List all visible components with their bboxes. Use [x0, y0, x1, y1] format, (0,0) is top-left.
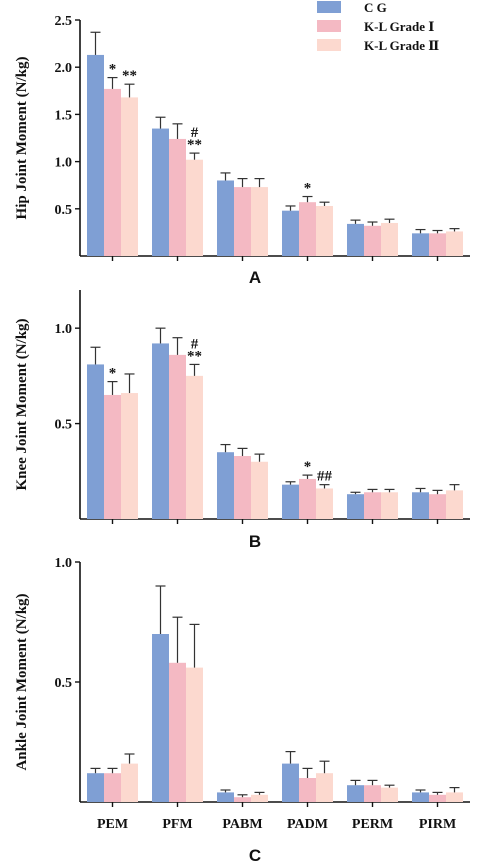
- bar-pfm-series-2: [186, 667, 203, 802]
- bar-pem-series-1: [104, 88, 121, 256]
- bar-pirm-series-1: [429, 494, 446, 519]
- bar-pem-series-0: [87, 773, 104, 802]
- bar-pem-series-1: [104, 773, 121, 802]
- legend-label-kl2: K-L Grade Ⅱ: [364, 38, 439, 53]
- bar-perm-series-1: [364, 492, 381, 519]
- significance-marker: **: [187, 137, 202, 153]
- legend-swatch-kl1: [317, 20, 341, 32]
- x-tick-label: PFM: [162, 817, 192, 832]
- bar-pem-series-0: [87, 54, 104, 256]
- bar-padm-series-1: [299, 478, 316, 519]
- bar-pem-series-1: [104, 394, 121, 519]
- bar-pabm-series-1: [234, 456, 251, 519]
- x-tick-label: PEM: [97, 817, 128, 832]
- y-axis-label: Knee Joint Moment (N/kg): [14, 318, 30, 490]
- significance-marker: #: [191, 336, 199, 352]
- significance-marker: ##: [317, 469, 333, 485]
- bar-pem-series-2: [121, 97, 138, 257]
- legend-swatch-kl2: [317, 39, 341, 51]
- bar-pem-series-0: [87, 364, 104, 519]
- bar-perm-series-0: [347, 494, 364, 519]
- panel-label: B: [249, 532, 261, 551]
- bar-pabm-series-1: [234, 797, 251, 802]
- bar-perm-series-0: [347, 785, 364, 802]
- significance-marker: **: [187, 348, 202, 364]
- bar-pabm-series-2: [251, 461, 268, 519]
- legend-swatch-cg: [317, 1, 341, 13]
- bar-padm-series-2: [316, 488, 333, 519]
- panel-label: A: [249, 268, 261, 287]
- bar-pabm-series-2: [251, 794, 268, 802]
- significance-marker: *: [304, 459, 312, 475]
- bar-pfm-series-1: [169, 138, 186, 256]
- bar-pirm-series-0: [412, 233, 429, 256]
- y-tick-label: 2.5: [55, 14, 73, 29]
- bar-pfm-series-0: [152, 128, 169, 256]
- bar-perm-series-2: [381, 222, 398, 256]
- bar-pabm-series-2: [251, 187, 268, 256]
- bar-pfm-series-2: [186, 375, 203, 519]
- x-tick-label: PABM: [222, 817, 262, 832]
- bar-pirm-series-2: [446, 792, 463, 802]
- significance-marker: #: [191, 125, 199, 141]
- bar-pem-series-2: [121, 763, 138, 802]
- bar-pirm-series-1: [429, 794, 446, 802]
- bar-pfm-series-2: [186, 159, 203, 256]
- y-tick-label: 1.5: [55, 108, 73, 123]
- x-tick-label: PIRM: [419, 817, 456, 832]
- bar-perm-series-2: [381, 492, 398, 519]
- y-axis-label: Ankle Joint Moment (N/kg): [14, 593, 30, 770]
- bar-padm-series-0: [282, 484, 299, 519]
- bar-pfm-series-0: [152, 343, 169, 519]
- x-tick-label: PERM: [352, 817, 393, 832]
- bar-pirm-series-0: [412, 792, 429, 802]
- y-tick-label: 1.0: [55, 156, 73, 171]
- y-tick-label: 1.0: [55, 556, 73, 571]
- bar-padm-series-1: [299, 202, 316, 256]
- bar-pfm-series-0: [152, 634, 169, 802]
- panel-c: 0.5 1.0 Ankle Joint Moment (N/kg) PEM PFM PAB…: [14, 556, 470, 865]
- y-tick-label: 1.0: [55, 322, 73, 337]
- bar-pirm-series-1: [429, 233, 446, 256]
- bar-padm-series-2: [316, 773, 333, 802]
- bar-padm-series-1: [299, 778, 316, 802]
- bar-perm-series-0: [347, 223, 364, 256]
- bar-perm-series-2: [381, 787, 398, 802]
- bar-pem-series-2: [121, 393, 138, 519]
- x-tick-label: PADM: [287, 817, 328, 832]
- y-tick-label: 0.5: [55, 203, 73, 218]
- legend-label-cg: C G: [364, 0, 387, 15]
- bar-padm-series-2: [316, 205, 333, 256]
- y-tick-label: 0.5: [55, 418, 73, 433]
- bar-padm-series-0: [282, 210, 299, 256]
- legend-label-kl1: K-L Grade Ⅰ: [364, 19, 434, 34]
- panel-label: C: [249, 846, 261, 865]
- bar-perm-series-1: [364, 785, 381, 802]
- bar-padm-series-0: [282, 763, 299, 802]
- bar-pabm-series-0: [217, 792, 234, 802]
- significance-marker: *: [109, 62, 117, 78]
- bar-pabm-series-0: [217, 452, 234, 519]
- bar-pabm-series-0: [217, 180, 234, 256]
- legend: C G K-L Grade Ⅰ K-L Grade Ⅱ: [317, 0, 439, 53]
- bar-pirm-series-0: [412, 492, 429, 519]
- bar-pirm-series-2: [446, 490, 463, 519]
- bar-pfm-series-1: [169, 354, 186, 519]
- bar-pirm-series-2: [446, 231, 463, 256]
- bar-pfm-series-1: [169, 662, 186, 802]
- y-tick-label: 0.5: [55, 676, 73, 691]
- significance-marker: *: [304, 181, 312, 197]
- y-axis-label: Hip Joint Moment (N/kg): [14, 57, 30, 220]
- significance-marker: **: [122, 68, 137, 84]
- bar-pabm-series-1: [234, 187, 251, 256]
- significance-marker: *: [109, 366, 117, 382]
- bar-perm-series-1: [364, 225, 381, 256]
- y-tick-label: 2.0: [55, 61, 73, 76]
